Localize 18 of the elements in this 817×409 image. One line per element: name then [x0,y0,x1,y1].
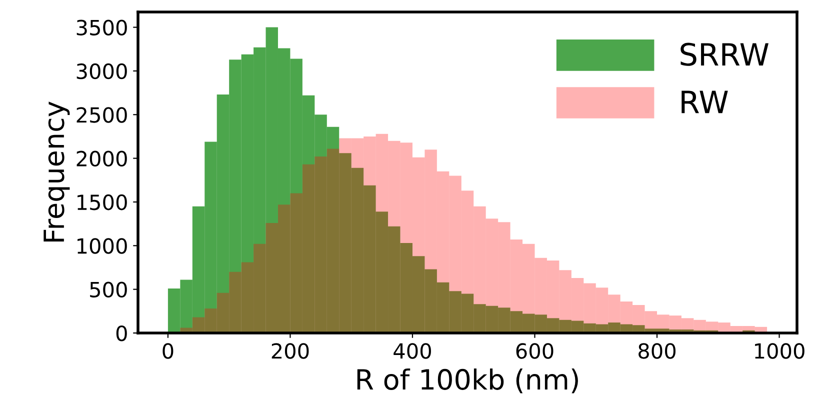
x-tick-label: 1000 [755,343,804,359]
y-tick-label: 3000 [76,63,127,80]
y-tick-label: 1000 [78,238,127,254]
legend-label: SRRW [680,42,768,66]
y-axis-title: Frequency [44,102,70,242]
y-tick-label: 1500 [78,194,127,210]
x-tick-label: 600 [516,343,554,359]
x-tick-label: 800 [638,343,676,359]
x-axis-title: R of 100kb (nm) [357,368,578,394]
y-tick-label: 500 [90,282,127,298]
x-tick-label: 0 [162,343,174,359]
legend-label: RW [682,90,728,114]
x-tick-label: 200 [272,343,309,359]
y-tick-label: 2000 [76,150,127,167]
y-tick-label: 0 [116,325,127,342]
x-tick-label: 400 [394,343,431,359]
y-tick-label: 2500 [76,107,127,123]
y-tick-label: 3500 [76,20,127,36]
